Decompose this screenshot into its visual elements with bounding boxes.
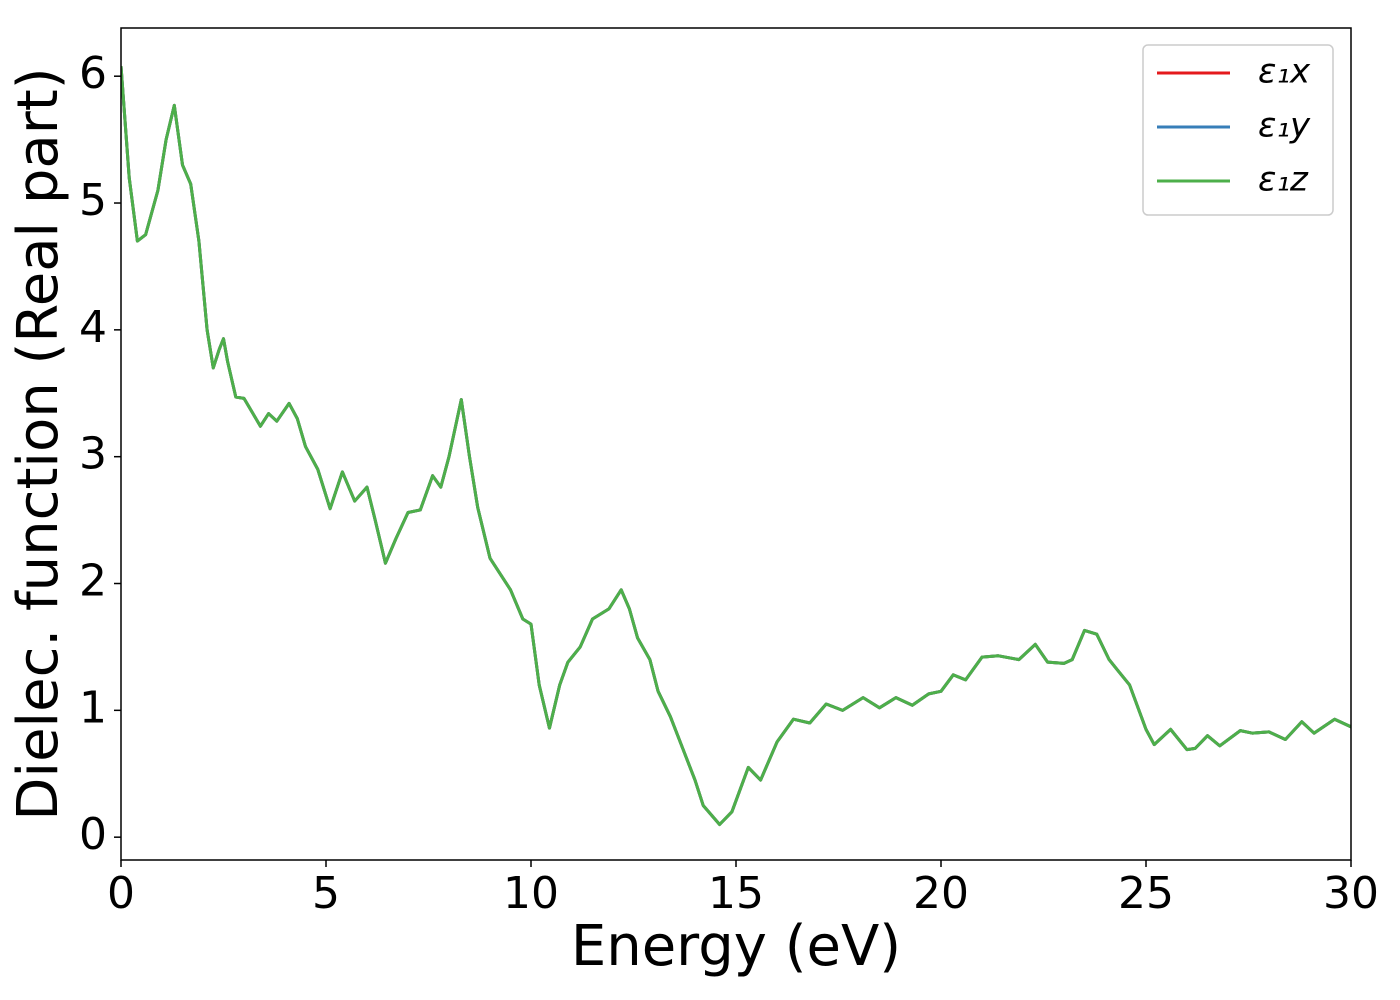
x-tick-label: 0 (107, 868, 135, 919)
plot-frame (120, 27, 1352, 861)
legend-label: ε₁y (1258, 106, 1311, 146)
x-tick-label: 20 (913, 868, 969, 919)
y-axis-label: Dielec. function (Real part) (6, 67, 71, 820)
y-tick-label: 5 (79, 175, 107, 226)
y-tick-label: 2 (79, 556, 107, 607)
x-tick-label: 30 (1323, 868, 1379, 919)
y-tick-label: 6 (79, 48, 107, 99)
x-tick-label: 25 (1118, 868, 1174, 919)
x-tick-label: 10 (503, 868, 559, 919)
y-tick-label: 3 (79, 429, 107, 480)
y-tick-label: 4 (79, 302, 107, 353)
x-tick-label: 5 (312, 868, 340, 919)
x-axis-label: Energy (eV) (571, 914, 901, 979)
y-tick-label: 1 (79, 682, 107, 733)
legend-label: ε₁x (1258, 52, 1311, 92)
legend-frame (1142, 44, 1334, 216)
data-line (121, 65, 1351, 826)
legend-label: ε₁z (1258, 160, 1309, 200)
y-tick-label: 0 (79, 809, 107, 860)
x-tick-label: 15 (708, 868, 764, 919)
